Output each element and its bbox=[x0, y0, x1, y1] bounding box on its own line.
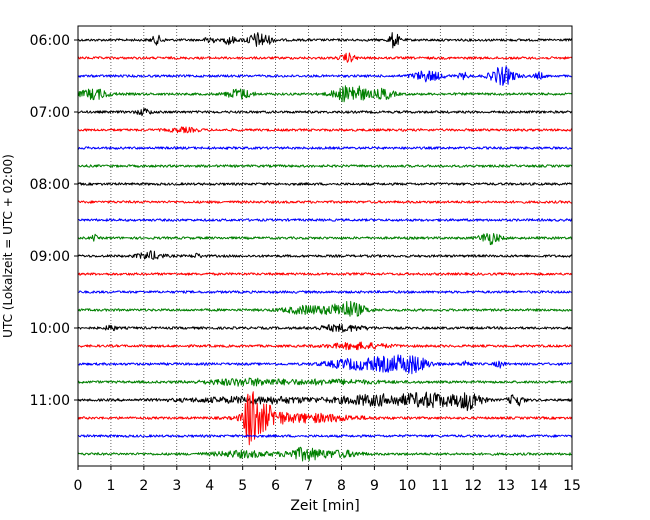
trace-0600-line bbox=[77, 32, 573, 49]
trace-0700-line bbox=[78, 108, 573, 117]
x-tick-label: 13 bbox=[497, 478, 515, 494]
x-tick-label: 0 bbox=[74, 478, 83, 494]
trace-lines bbox=[77, 32, 573, 462]
trace-0900-line bbox=[77, 250, 572, 260]
trace-0930-line bbox=[77, 290, 573, 294]
trace-0645-line bbox=[77, 85, 573, 103]
x-tick-label: 10 bbox=[398, 478, 416, 494]
y-tick-label: 10:00 bbox=[30, 321, 70, 337]
y-axis-ticks: 06:00 07:00 08:00 09:00 10:00 11:00 bbox=[30, 33, 78, 409]
trace-0830-line bbox=[77, 218, 573, 222]
plot-frame bbox=[77, 25, 573, 467]
trace-0615-line bbox=[77, 52, 573, 63]
y-tick-label: 09:00 bbox=[30, 249, 70, 265]
trace-1115-line bbox=[77, 391, 573, 446]
trace-0800-line bbox=[77, 182, 573, 186]
x-tick-label: 4 bbox=[205, 478, 214, 494]
x-tick-label: 12 bbox=[464, 478, 482, 494]
trace-0915-line bbox=[77, 272, 573, 276]
x-tick-label: 1 bbox=[106, 478, 115, 494]
y-tick-label: 07:00 bbox=[30, 105, 70, 121]
x-tick-label: 5 bbox=[238, 478, 247, 494]
trace-0745-line bbox=[77, 164, 573, 168]
x-tick-label: 9 bbox=[370, 478, 379, 494]
x-tick-label: 11 bbox=[431, 478, 449, 494]
y-tick-label: 11:00 bbox=[30, 393, 70, 409]
x-tick-label: 3 bbox=[172, 478, 181, 494]
x-tick-label: 15 bbox=[563, 478, 581, 494]
trace-0815-line bbox=[77, 200, 573, 204]
trace-1130-line bbox=[77, 434, 573, 438]
trace-0715-line bbox=[77, 126, 573, 134]
y-tick-label: 06:00 bbox=[30, 33, 70, 49]
x-tick-label: 7 bbox=[304, 478, 313, 494]
x-axis-ticks: 0 1 2 3 4 5 6 7 8 9 10 11 12 13 14 15 bbox=[74, 466, 581, 494]
y-tick-label: 08:00 bbox=[30, 177, 70, 193]
trace-1045-line bbox=[77, 377, 573, 387]
trace-1100-line bbox=[77, 391, 573, 412]
grid-lines bbox=[110, 26, 540, 466]
trace-1030-line bbox=[77, 354, 573, 375]
trace-1015-line bbox=[77, 341, 573, 351]
trace-0945-line bbox=[77, 300, 573, 317]
trace-1145-line bbox=[77, 446, 573, 462]
x-tick-label: 2 bbox=[139, 478, 148, 494]
x-axis-label: Zeit [min] bbox=[290, 498, 359, 514]
x-tick-label: 14 bbox=[530, 478, 548, 494]
y-axis-label: UTC (Lokalzeit = UTC + 02:00) bbox=[1, 154, 15, 338]
trace-0845-line bbox=[77, 233, 573, 246]
x-tick-label: 6 bbox=[271, 478, 280, 494]
x-tick-label: 8 bbox=[337, 478, 346, 494]
trace-1000-line bbox=[77, 323, 573, 333]
trace-0630-line bbox=[77, 66, 573, 86]
trace-0730-line bbox=[77, 146, 573, 150]
